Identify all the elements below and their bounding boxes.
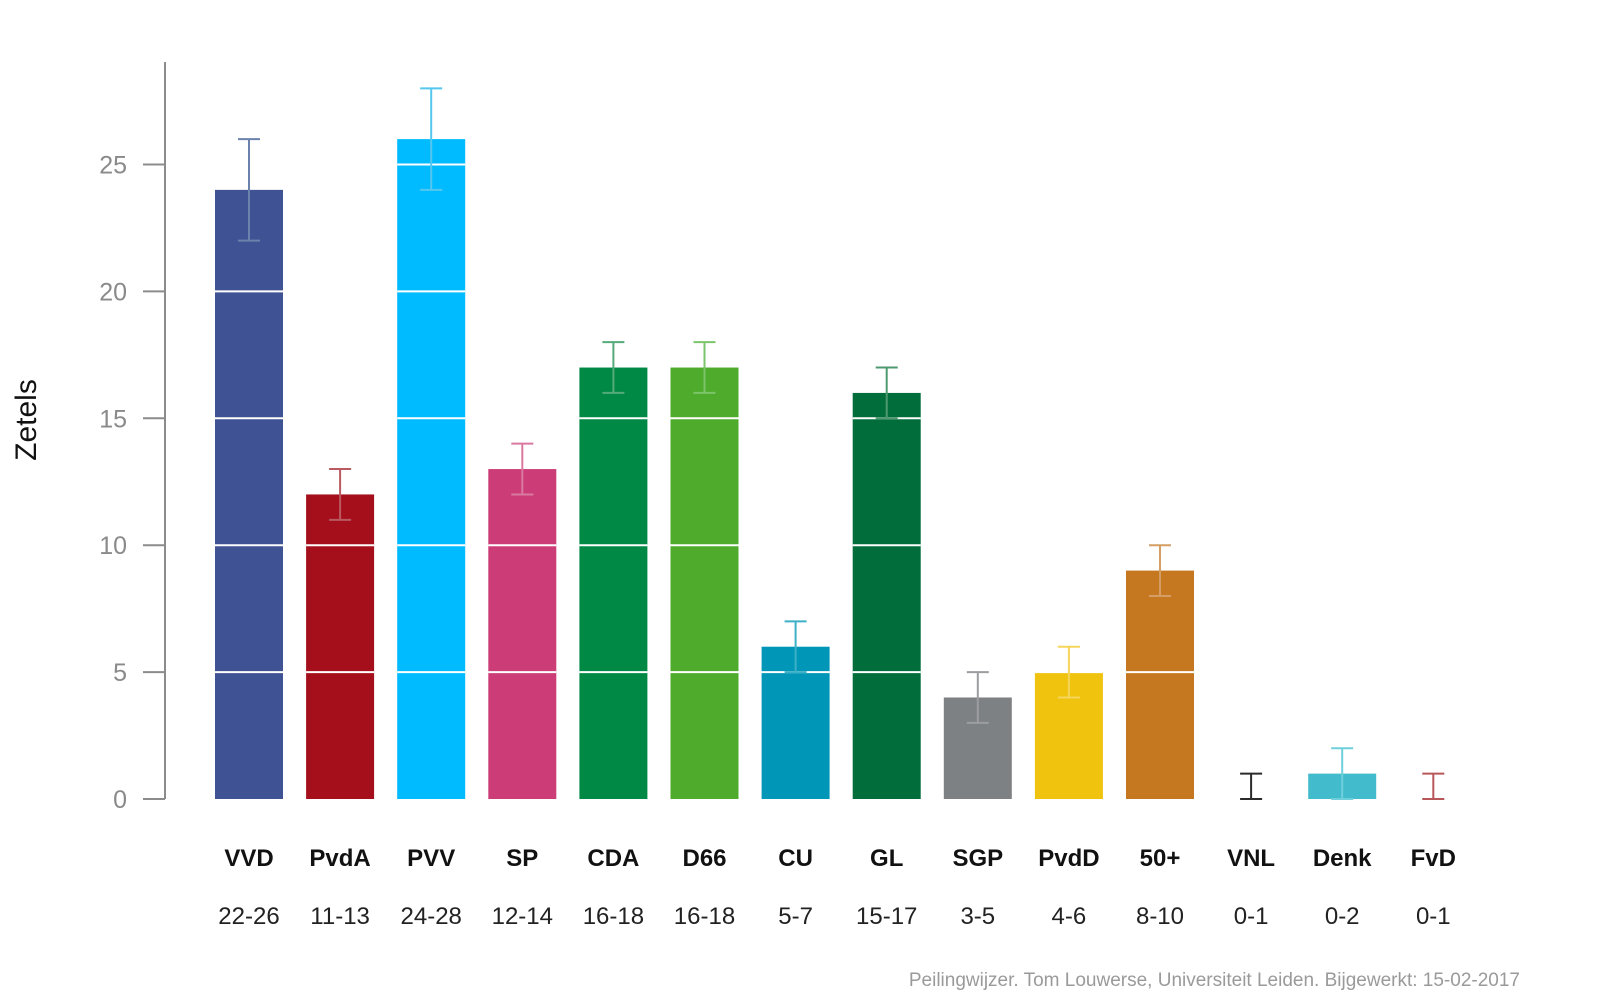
range-label-pvdd: 4-6 [1052,903,1087,930]
errorbar-pvv [420,87,443,191]
party-label-vvd: VVD [224,845,273,872]
range-label-pvda: 11-13 [310,903,370,930]
bars [215,139,1377,799]
range-label-denk: 0-2 [1325,903,1360,930]
errorbar-pvda [329,468,352,521]
bar-sp [488,469,557,799]
range-label-cda: 16-18 [583,903,644,930]
y-tick-label-15: 15 [99,405,127,433]
party-label-cu: CU [778,845,813,872]
party-label-cda: CDA [587,845,639,872]
bar-50 [1126,570,1194,799]
y-tick-label-0: 0 [113,786,127,814]
party-label-pvdd: PvdD [1038,845,1099,872]
party-label-d66: D66 [682,845,726,872]
errorbar-gl [875,366,898,420]
party-label-sp: SP [506,845,538,872]
bar-pvda [306,494,375,799]
party-label-pvda: PvdA [309,845,370,872]
errorbar-cu [784,620,807,674]
range-label-pvv: 24-28 [401,903,462,930]
range-label-gl: 15-17 [856,903,917,930]
errorbar-sgp [966,671,989,724]
party-label-pvv: PVV [407,845,455,872]
errorbar-sp [511,442,534,496]
errorbar-d66 [693,341,716,394]
y-tick-label-25: 25 [99,152,127,180]
range-label-vnl: 0-1 [1234,903,1269,930]
party-label-sgp: SGP [952,845,1003,872]
range-label-sgp: 3-5 [960,903,995,930]
party-label-gl: GL [870,845,903,872]
party-label-50: 50+ [1140,845,1181,872]
y-tick-label-5: 5 [113,659,127,687]
y-tick-label-20: 20 [99,278,127,306]
errorbar-pvdd [1057,645,1080,699]
y-tick-label-10: 10 [99,532,127,560]
range-label-sp: 12-14 [492,903,553,930]
errorbar-50 [1149,544,1171,597]
range-label-d66: 16-18 [674,903,735,930]
x-axis-labels: VVD 22-26 PvdA 11-13 PVV 24-28 SP 12-14 CDA 16-18… [218,845,1456,930]
bar-pvv [397,139,466,799]
party-label-vnl: VNL [1227,845,1275,872]
bar-gl [852,392,921,799]
bar-d66 [670,367,739,799]
range-label-50: 8-10 [1136,903,1184,930]
errorbar-denk [1331,747,1354,800]
range-label-vvd: 22-26 [218,903,279,930]
y-axis-label: Zetels [10,379,43,461]
y-axis: 0 5 10 15 20 25 [99,62,166,814]
chart-footer-credit: Peilingwijzer. Tom Louwerse, Universitei… [909,970,1520,991]
errorbar-fvd [1422,772,1445,800]
errorbar-vvd [238,138,260,242]
gridlines [215,163,1194,674]
party-label-denk: Denk [1313,845,1372,872]
range-label-fvd: 0-1 [1416,903,1451,930]
bar-cda [579,367,648,799]
errorbar-vnl [1240,772,1263,800]
error-bars [238,87,1445,800]
bar-vvd [215,189,283,799]
errorbar-cda [602,341,625,394]
party-label-fvd: FvD [1411,845,1456,872]
range-label-cu: 5-7 [778,903,813,930]
